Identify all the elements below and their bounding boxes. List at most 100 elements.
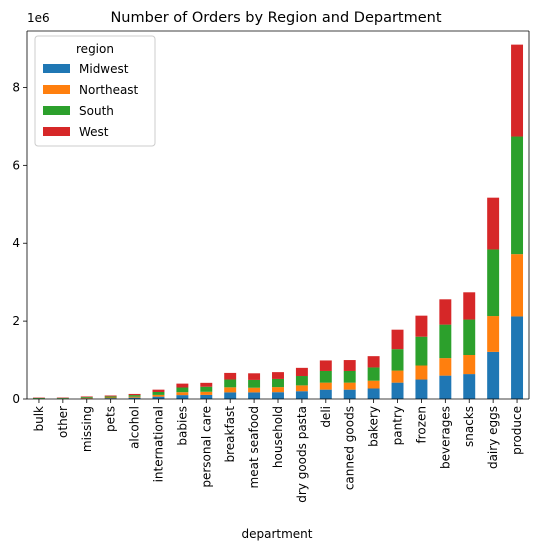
bar-south-dry-goods-pasta (295, 376, 308, 386)
bar-midwest-household (272, 392, 284, 399)
bar-midwest-meat-seafood (248, 392, 261, 399)
bar-south-pets (104, 396, 117, 398)
bar-midwest-bakery (367, 388, 380, 399)
bars-group (32, 44, 524, 399)
x-tick-label: pets (104, 406, 118, 432)
bar-west-alcohol (128, 393, 141, 396)
bar-northeast-babies (176, 392, 189, 396)
x-tick-label: frozen (414, 406, 428, 444)
bar-northeast-pets (104, 397, 117, 399)
legend-swatch-midwest (43, 64, 70, 73)
bar-northeast-breakfast (224, 387, 237, 393)
bar-south-deli (319, 370, 332, 383)
bar-midwest-pantry (391, 382, 404, 399)
bar-northeast-produce (511, 254, 524, 317)
bar-midwest-personal-care (200, 394, 213, 399)
bar-northeast-bakery (367, 380, 380, 389)
bar-northeast-snacks (463, 355, 476, 375)
bar-northeast-pantry (391, 370, 404, 383)
y-tick-label: 2 (12, 314, 20, 328)
bar-midwest-dairy-eggs (487, 351, 500, 399)
chart-title: Number of Orders by Region and Departmen… (110, 10, 441, 26)
bar-west-missing (80, 396, 93, 398)
bar-west-dairy-eggs (487, 197, 500, 250)
legend-label-northeast: Northeast (79, 83, 139, 97)
bar-midwest-pets (104, 398, 117, 399)
x-tick-label: deli (319, 406, 333, 428)
bar-south-pantry (391, 349, 404, 371)
x-tick-label: missing (80, 406, 94, 452)
bar-west-pantry (391, 329, 404, 350)
legend: region Midwest Northeast South West (34, 35, 156, 147)
x-tick-label: household (271, 406, 285, 468)
legend-swatch-south (43, 106, 70, 115)
legend-box (34, 35, 156, 147)
bar-northeast-frozen (415, 365, 428, 380)
x-tick-label: pantry (391, 406, 405, 445)
bar-west-dry-goods-pasta (295, 367, 308, 377)
x-tick-label: dairy eggs (486, 406, 500, 469)
bar-midwest-canned-goods (343, 389, 356, 399)
x-tick-label: alcohol (128, 406, 142, 449)
bar-midwest-dry-goods-pasta (295, 391, 308, 399)
legend-label-south: South (79, 104, 114, 118)
y-tick-label: 4 (12, 236, 20, 250)
bar-west-bakery (367, 356, 380, 368)
bar-west-pets (104, 395, 117, 397)
bar-west-household (272, 372, 284, 379)
bar-south-dairy-eggs (487, 249, 500, 317)
bar-west-breakfast (224, 372, 237, 380)
bar-west-meat-seafood (248, 373, 261, 380)
bar-northeast-dry-goods-pasta (295, 385, 308, 392)
bar-south-other (56, 397, 69, 399)
y-offset-label: 1e6 (27, 11, 50, 25)
bar-northeast-deli (319, 382, 332, 390)
bar-south-meat-seafood (248, 379, 261, 388)
bar-northeast-beverages (439, 358, 452, 376)
bar-northeast-dairy-eggs (487, 316, 500, 352)
bar-northeast-meat-seafood (248, 387, 261, 393)
bar-west-canned-goods (343, 360, 356, 371)
x-tick-label: bakery (367, 406, 381, 447)
bar-northeast-personal-care (200, 391, 213, 395)
bar-south-bakery (367, 367, 380, 381)
bar-midwest-deli (319, 389, 332, 399)
bar-west-beverages (439, 299, 452, 325)
bar-west-produce (511, 44, 524, 137)
bar-midwest-international (152, 396, 165, 399)
bar-south-produce (511, 136, 524, 255)
bar-south-international (152, 391, 165, 395)
bar-south-personal-care (200, 386, 213, 392)
bar-south-breakfast (224, 379, 237, 388)
legend-label-midwest: Midwest (79, 62, 129, 76)
bar-midwest-snacks (463, 374, 476, 399)
legend-title: region (76, 42, 114, 56)
x-tick-label: beverages (438, 406, 452, 469)
bar-midwest-produce (511, 316, 524, 399)
legend-label-west: West (79, 125, 109, 139)
bar-midwest-beverages (439, 375, 452, 399)
x-tick-label: canned goods (343, 406, 357, 490)
x-tick-label: meat seafood (247, 406, 261, 488)
bar-south-snacks (463, 319, 476, 355)
bar-midwest-frozen (415, 379, 428, 399)
x-tick-label: produce (510, 406, 524, 455)
x-tick-label: other (56, 406, 70, 438)
x-tick-label: international (151, 406, 165, 482)
x-axis-label: department (242, 527, 313, 541)
bar-south-alcohol (128, 395, 141, 397)
bar-northeast-canned-goods (343, 382, 356, 390)
bar-south-babies (176, 387, 189, 393)
bar-west-deli (319, 360, 332, 371)
bar-west-snacks (463, 292, 476, 320)
bar-west-frozen (415, 315, 428, 337)
bar-south-missing (80, 397, 93, 398)
bar-midwest-alcohol (128, 397, 141, 399)
bar-midwest-breakfast (224, 392, 237, 399)
legend-swatch-northeast (43, 85, 70, 94)
bar-west-babies (176, 383, 189, 388)
x-tick-label: bulk (32, 406, 46, 432)
y-tick-label: 8 (12, 80, 20, 94)
